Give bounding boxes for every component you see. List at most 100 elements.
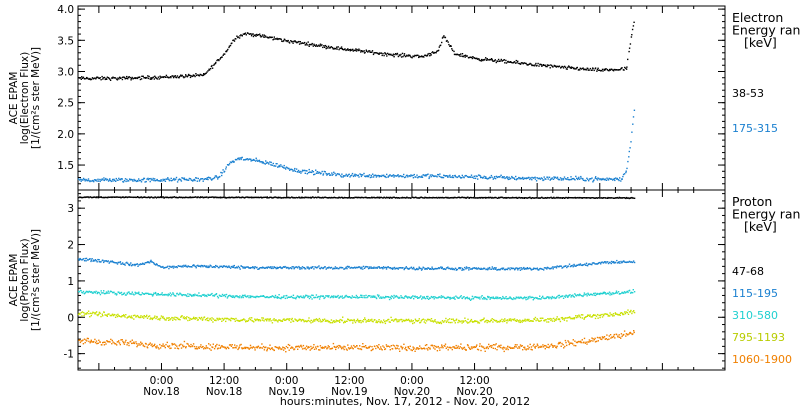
data-point	[626, 167, 628, 170]
data-point	[245, 320, 248, 322]
data-point	[97, 178, 99, 180]
data-point	[236, 35, 238, 37]
data-point	[438, 347, 440, 349]
data-point	[204, 178, 206, 180]
data-point	[336, 46, 338, 48]
data-point	[481, 319, 484, 321]
data-point	[618, 314, 620, 316]
data-point	[403, 196, 406, 199]
data-point	[175, 76, 178, 79]
data-point	[380, 320, 382, 322]
data-point	[246, 296, 248, 298]
data-point	[490, 346, 493, 349]
data-point	[303, 347, 305, 350]
data-point	[451, 267, 453, 269]
data-point	[171, 196, 173, 198]
data-point	[433, 298, 435, 300]
data-point	[264, 35, 267, 37]
data-point	[288, 319, 290, 322]
data-point	[388, 298, 391, 301]
data-point	[472, 321, 474, 323]
data-point	[451, 321, 453, 324]
data-point	[142, 75, 144, 77]
data-point	[343, 197, 345, 199]
data-point	[162, 76, 165, 79]
data-point	[143, 317, 145, 319]
data-point	[527, 268, 529, 270]
data-point	[254, 160, 257, 162]
data-point	[135, 316, 137, 318]
data-point	[316, 171, 318, 173]
data-point	[534, 316, 537, 319]
data-point	[381, 174, 383, 177]
data-point	[80, 258, 82, 261]
data-point	[383, 196, 386, 199]
data-point	[480, 345, 483, 347]
data-point	[307, 266, 309, 268]
data-point	[309, 295, 311, 297]
data-point	[315, 44, 318, 46]
data-point	[391, 267, 393, 269]
data-point	[118, 196, 121, 198]
data-point	[528, 176, 530, 179]
data-point	[546, 321, 548, 323]
data-point	[559, 177, 562, 179]
data-point	[365, 175, 368, 177]
data-point	[380, 348, 382, 350]
data-point	[161, 76, 163, 78]
data-point	[79, 179, 81, 181]
data-point	[174, 75, 176, 77]
data-point	[456, 347, 459, 349]
data-point	[206, 71, 208, 73]
data-point	[319, 196, 321, 199]
data-point	[114, 316, 117, 318]
data-point	[261, 35, 263, 37]
data-point	[628, 156, 630, 158]
data-point	[157, 293, 159, 295]
data-point	[238, 296, 240, 299]
data-point	[338, 320, 340, 322]
data-point	[444, 36, 447, 39]
data-point	[165, 74, 168, 77]
data-point	[360, 296, 363, 298]
data-point	[78, 77, 80, 79]
data-point	[418, 55, 420, 57]
data-point	[80, 78, 82, 80]
data-point	[275, 296, 277, 298]
data-point	[493, 196, 496, 199]
data-point	[210, 265, 212, 267]
data-point	[598, 292, 600, 295]
data-point	[210, 293, 212, 296]
data-point	[130, 293, 133, 295]
data-point	[520, 197, 522, 199]
data-point	[593, 292, 595, 295]
data-point	[605, 293, 607, 295]
data-point	[96, 314, 98, 316]
data-point	[101, 196, 103, 199]
data-point	[157, 180, 159, 182]
data-point	[391, 54, 393, 56]
data-point	[223, 294, 225, 297]
data-point	[283, 196, 285, 199]
data-point	[194, 75, 196, 78]
data-point	[83, 338, 86, 340]
data-point	[271, 322, 274, 324]
data-point	[599, 314, 602, 317]
data-point	[328, 172, 330, 175]
data-point	[309, 171, 311, 173]
data-point	[93, 180, 95, 183]
data-point	[264, 318, 266, 321]
data-point	[171, 342, 173, 345]
data-point	[372, 321, 374, 323]
data-point	[448, 197, 450, 199]
data-point	[405, 319, 407, 322]
data-point	[273, 165, 276, 167]
data-point	[477, 267, 480, 269]
data-point	[631, 291, 633, 294]
data-point	[327, 173, 329, 175]
data-point	[398, 297, 401, 299]
data-point	[177, 265, 179, 267]
data-point	[385, 320, 387, 322]
data-point	[343, 175, 346, 177]
data-point	[375, 320, 378, 322]
